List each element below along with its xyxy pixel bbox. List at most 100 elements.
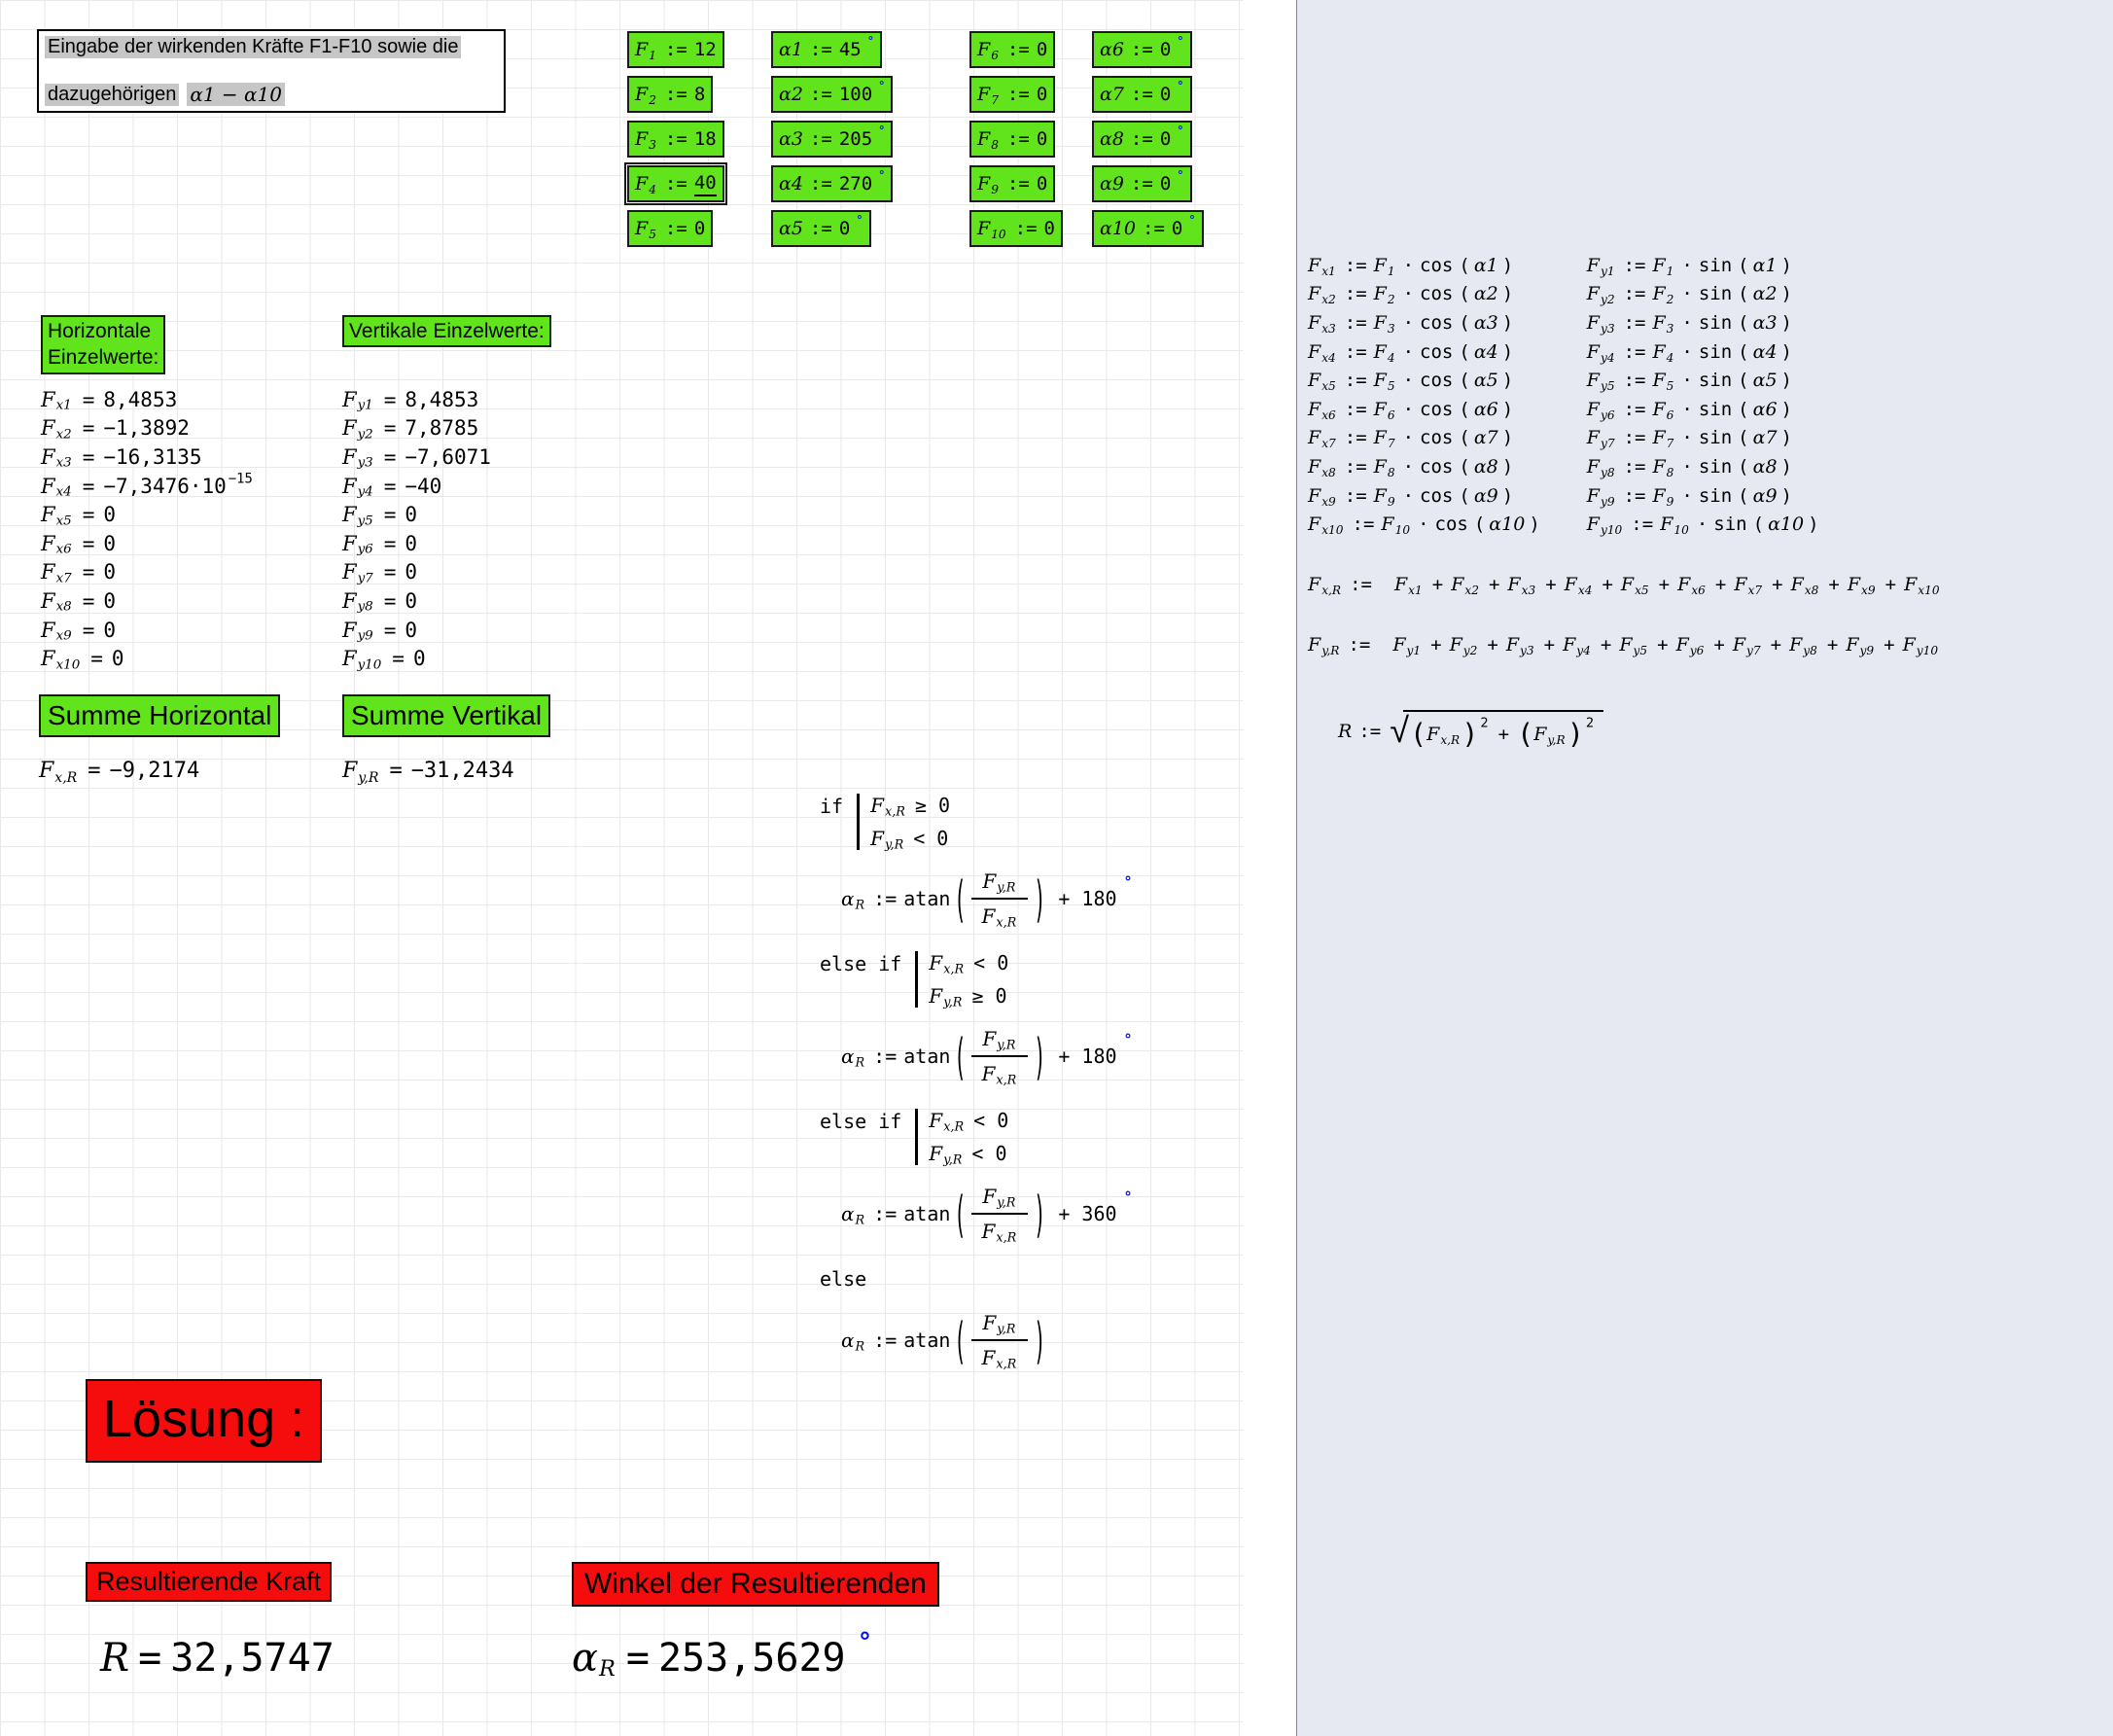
fy-value: 0 [412,647,426,671]
def-lhs-subscript: x9 [1321,494,1336,509]
title-text-region[interactable]: Eingabe der wirkenden Kräfte F1-F10 sowi… [37,29,506,113]
multiply-operator: · [1418,514,1429,536]
numerator-subscript: y,R [997,1037,1016,1052]
force-symbol: F [1308,455,1321,478]
fyr-value: −31,2434 [410,759,514,783]
force-input-box[interactable]: F 2:= 8 [627,76,714,113]
assign-operator: := [1006,128,1030,150]
angle-argument: α5 [1752,370,1778,392]
force-input-box[interactable]: F 8:= 0 [969,121,1056,158]
term-subscript: y2 [1462,644,1478,658]
angle-input-box[interactable]: α4:= 270 ° [771,165,894,202]
right-paren: ) [1780,340,1792,363]
equals-operator: = [383,387,397,411]
angle-input-box[interactable]: α10:= 0 ° [1092,210,1204,247]
condition-subscript: x,R [943,961,965,976]
force-symbol: F [1652,254,1666,276]
right-paren: ) [1034,1184,1046,1244]
force-subscript: 6 [991,49,999,63]
force-symbol: F [1373,398,1387,420]
force-input-box[interactable]: F 9:= 0 [969,165,1056,202]
force-symbol: F [1392,634,1406,655]
fy-subscript: y7 [357,571,373,586]
angle-input-box[interactable]: α1:= 45 ° [771,31,882,68]
trig-function: sin [1698,398,1733,420]
force-input-box[interactable]: F 1:= 12 [627,31,724,68]
force-input-box[interactable]: F 3:= 18 [627,121,724,158]
degree-unit: ° [856,213,863,227]
trig-function: sin [1698,484,1733,507]
def-lhs-subscript: y6 [1600,407,1615,422]
fy-subscript: y8 [357,600,373,616]
r-result: R = 32,5747 [100,1636,335,1681]
right-paren: ) [1034,1026,1046,1086]
angle-input-box[interactable]: α2:= 100 ° [771,76,894,113]
force-symbol: F [1507,574,1521,595]
assign-operator: := [1130,84,1153,105]
force-symbol: F [41,647,55,671]
condition-subscript: x,R [943,1118,965,1134]
force-symbol: F [342,531,357,555]
trig-function: sin [1698,254,1733,276]
degree-unit: ° [1123,1031,1133,1048]
multiply-operator: · [1402,311,1415,334]
force-input-box[interactable]: F 4:= 40 [624,162,727,205]
condition-relation: < 0 [913,827,949,850]
force-input-box[interactable]: F 10:= 0 [969,210,1063,247]
plus-operator: + [1828,574,1840,595]
label-horizontale-line2: Einzelwerte: [48,346,159,370]
multiply-operator: · [1402,484,1415,507]
left-paren: ( [1738,398,1749,420]
left-paren: ( [1473,514,1486,536]
angle-input-box[interactable]: α6:= 0 ° [1092,31,1192,68]
angle-argument: α4 [1473,340,1498,363]
angle-input-box[interactable]: α7:= 0 ° [1092,76,1192,113]
force-symbol: F [635,173,649,195]
force-input-box[interactable]: F 5:= 0 [627,210,714,247]
angle-value: 45 [838,39,862,60]
fx-subscript: x3 [55,456,72,472]
angle-input-box[interactable]: α8:= 0 ° [1092,121,1192,158]
left-paren: ( [1738,370,1749,392]
condition-relation: < 0 [971,1142,1007,1165]
denominator-subscript: x,R [996,1229,1017,1245]
angle-input-box[interactable]: α9:= 0 ° [1092,165,1192,202]
plus-operator: + [1431,574,1444,595]
force-symbol: F [1308,254,1321,276]
numerator-subscript: y,R [997,1321,1016,1336]
force-symbol: F [1308,311,1321,334]
force-symbol: F [1533,723,1547,745]
force-input-box[interactable]: F 6:= 0 [969,31,1056,68]
fx-value: 0 [111,647,124,671]
trig-function: cos [1420,283,1454,305]
angle-input-box[interactable]: α5:= 0 ° [771,210,871,247]
force-symbol: F [977,218,991,239]
assign-operator: := [873,887,898,910]
force-input-box[interactable]: F 7:= 0 [969,76,1056,113]
force-subscript: 3 [649,138,656,153]
force-value: 8 [693,84,706,105]
equals-operator: = [383,416,397,441]
assign-operator: := [664,128,687,150]
right-paren: ) [1034,1310,1046,1370]
force-symbol: F [342,444,357,469]
def-lhs-subscript: x10 [1321,523,1344,538]
trig-function: sin [1713,514,1747,536]
left-paren: ( [954,1310,967,1370]
angle-input-box[interactable]: α3:= 205 ° [771,121,894,158]
trig-function: sin [1698,370,1733,392]
angle-argument: α2 [1473,283,1498,305]
